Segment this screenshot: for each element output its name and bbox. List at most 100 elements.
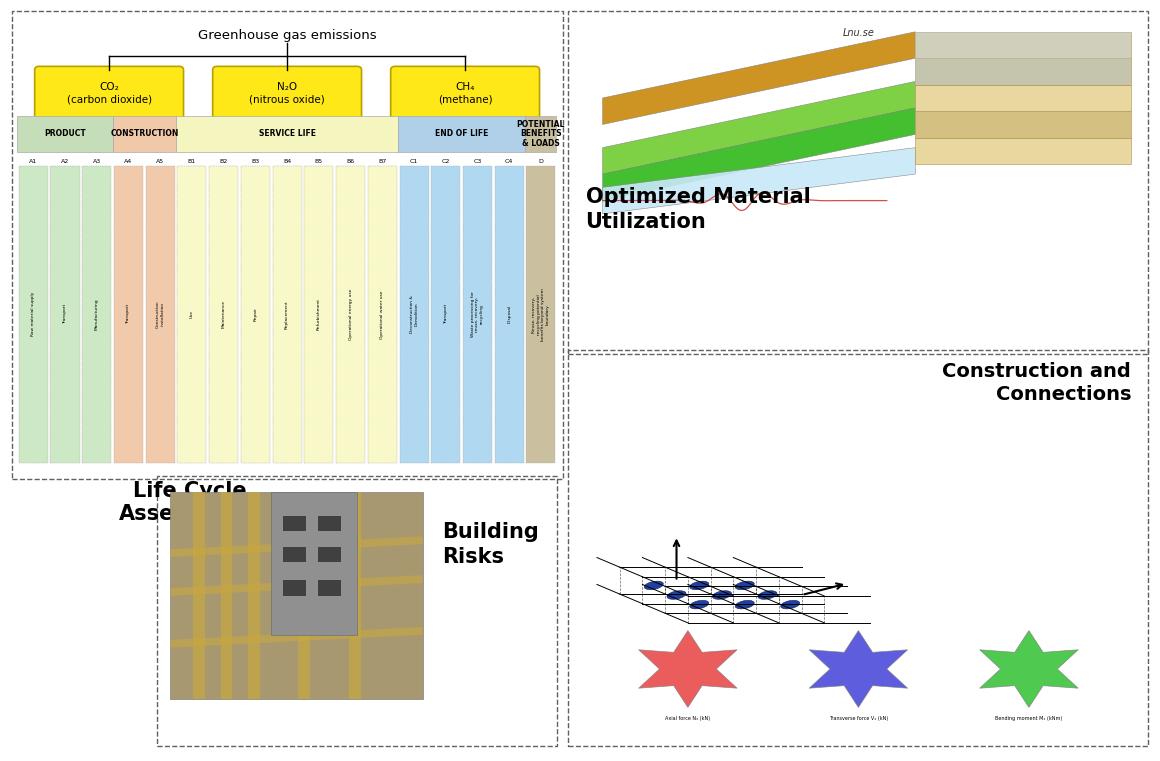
Bar [915,32,1131,84]
Bar [82,166,111,463]
Text: Life Cycle
Assessment: Life Cycle Assessment [119,481,261,524]
Bar [157,476,557,746]
Bar [283,516,306,531]
Text: Reuse, recovery,
recycling potential
benefits beyond system
boundary: Reuse, recovery, recycling potential ben… [532,288,550,341]
Bar [568,350,1148,746]
Bar [463,166,492,463]
Text: Maintenance: Maintenance [222,301,226,328]
Text: Refurbishment: Refurbishment [317,298,321,330]
Text: A4: A4 [124,159,132,164]
Bar [19,166,48,463]
Text: PRODUCT: PRODUCT [44,129,86,139]
Text: Operational energy use: Operational energy use [348,288,353,340]
Text: Transverse force Vₓ (kN): Transverse force Vₓ (kN) [828,716,889,721]
Bar [273,166,302,463]
Text: Optimized Material
Utilization: Optimized Material Utilization [586,187,811,232]
Text: B6: B6 [347,159,355,164]
Bar [114,166,143,463]
Bar [568,11,1148,354]
Ellipse shape [690,581,709,590]
Text: Construction
installation: Construction installation [157,301,165,328]
Text: D: D [538,159,543,164]
Text: C3: C3 [473,159,481,164]
Text: Transport: Transport [63,304,67,324]
Ellipse shape [712,591,732,600]
Bar [220,492,232,699]
Polygon shape [171,627,422,648]
Bar [271,492,357,635]
Polygon shape [810,631,907,708]
Polygon shape [603,32,915,125]
FancyBboxPatch shape [391,66,539,119]
Text: A3: A3 [93,159,101,164]
Bar [209,166,238,463]
Ellipse shape [781,600,799,609]
Text: A1: A1 [29,159,37,164]
Text: A5: A5 [157,159,165,164]
Bar [283,581,306,596]
Text: B5: B5 [314,159,322,164]
Bar [494,166,523,463]
Text: Repair: Repair [253,307,258,321]
Bar [915,138,1131,164]
Text: B4: B4 [283,159,291,164]
Bar [283,546,306,562]
Bar [171,492,422,699]
Text: Waste processing for
reuse, recovery,
recycling: Waste processing for reuse, recovery, re… [471,291,484,337]
Bar [915,84,1131,111]
Bar [398,116,525,152]
Bar [318,516,341,531]
Bar [915,111,1131,138]
Text: Axial force Nₓ (kN): Axial force Nₓ (kN) [666,716,710,721]
Bar [525,116,557,152]
Ellipse shape [757,591,777,600]
Bar [298,492,310,699]
Polygon shape [980,631,1078,708]
Text: Use: Use [190,310,194,318]
Ellipse shape [644,581,664,590]
Text: Replacement: Replacement [285,300,289,329]
Text: SERVICE LIFE: SERVICE LIFE [259,129,316,139]
Polygon shape [171,575,422,596]
Text: B7: B7 [378,159,386,164]
Text: B2: B2 [219,159,227,164]
FancyBboxPatch shape [35,66,183,119]
Text: Building
Risks: Building Risks [442,522,539,566]
Bar [248,492,260,699]
Bar [194,492,205,699]
Text: Disposal: Disposal [507,305,512,323]
Text: Transport: Transport [126,304,130,324]
Bar [12,11,563,479]
Bar [915,32,1131,59]
Ellipse shape [735,581,754,590]
Text: C4: C4 [505,159,514,164]
Ellipse shape [667,591,686,600]
Bar [146,166,175,463]
Text: CO₂
(carbon dioxide): CO₂ (carbon dioxide) [66,81,152,104]
Bar [527,166,556,463]
Bar [241,166,270,463]
Text: Greenhouse gas emissions: Greenhouse gas emissions [198,29,376,42]
Text: Construction and
Connections: Construction and Connections [942,361,1131,404]
Ellipse shape [690,600,709,609]
Text: C2: C2 [442,159,450,164]
Text: B1: B1 [188,159,196,164]
Polygon shape [603,81,915,174]
Polygon shape [639,631,737,708]
Text: Operational water use: Operational water use [380,290,384,339]
Text: Transport: Transport [444,304,448,324]
Text: N₂O
(nitrous oxide): N₂O (nitrous oxide) [249,81,325,104]
Bar [349,492,361,699]
FancyBboxPatch shape [212,66,362,119]
Polygon shape [603,148,915,214]
Bar [113,116,176,152]
Bar [304,166,333,463]
Bar [915,59,1131,84]
Ellipse shape [735,600,754,609]
Bar [51,166,80,463]
Text: C1: C1 [409,159,418,164]
Polygon shape [171,537,422,557]
Bar [318,581,341,596]
Text: Lnu.se: Lnu.se [842,28,875,39]
Text: CH₄
(methane): CH₄ (methane) [437,81,492,104]
